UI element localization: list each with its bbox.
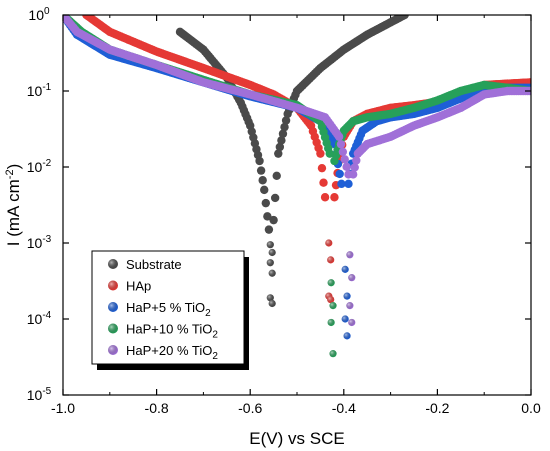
legend-marker-shine xyxy=(108,259,118,269)
data-point xyxy=(263,212,272,221)
data-point xyxy=(348,170,358,179)
data-point-shine xyxy=(346,251,354,259)
series-layer xyxy=(63,15,531,358)
y-tick-label: 10-3 xyxy=(27,234,52,251)
data-point-shine xyxy=(329,302,337,310)
legend-marker-shine xyxy=(108,323,118,334)
legend-label: HaP+5 % TiO2 xyxy=(126,300,211,319)
x-tick-label: -1.0 xyxy=(51,400,75,416)
data-point xyxy=(275,142,285,152)
data-point xyxy=(317,163,327,173)
data-point-shine xyxy=(327,279,335,287)
data-point xyxy=(400,15,409,20)
data-point xyxy=(335,169,344,179)
x-tick-label: 0.0 xyxy=(521,400,541,416)
x-tick-label: -0.2 xyxy=(425,400,449,416)
data-point-shine xyxy=(327,318,335,327)
legend-label: HaP+20 % TiO2 xyxy=(126,343,218,362)
y-tick-label: 10-4 xyxy=(27,310,52,327)
data-point xyxy=(255,156,264,166)
data-point xyxy=(272,171,281,180)
data-point-shine xyxy=(327,296,335,304)
data-point xyxy=(280,122,289,132)
data-point xyxy=(319,178,328,187)
data-point xyxy=(261,198,270,208)
data-point-shine xyxy=(266,259,274,267)
data-point xyxy=(330,193,339,202)
legend-marker-shine xyxy=(108,345,118,355)
legend-marker-shine xyxy=(108,302,118,312)
x-axis-title: E(V) vs SCE xyxy=(249,429,344,448)
data-point xyxy=(342,162,351,172)
data-point-shine xyxy=(327,256,335,264)
legend: Substrate HAp HaP+5 % TiO2 HaP+10 % TiO2 HaP… xyxy=(91,250,249,370)
data-point-shine xyxy=(268,299,276,308)
data-point xyxy=(352,156,361,165)
data-point-shine xyxy=(346,302,354,310)
x-tick-label: -0.6 xyxy=(238,400,262,416)
legend-label: HAp xyxy=(126,279,151,294)
data-point-shine xyxy=(329,350,337,358)
data-point-shine xyxy=(341,265,349,273)
data-point xyxy=(260,185,269,195)
x-tick-label: -0.4 xyxy=(332,400,356,416)
data-point-shine xyxy=(266,241,274,249)
data-point-shine xyxy=(348,274,356,282)
data-point xyxy=(334,132,344,141)
data-point xyxy=(340,155,349,164)
y-tick-label: 10-2 xyxy=(27,158,52,175)
data-point xyxy=(344,179,353,189)
data-point xyxy=(270,193,280,203)
x-axis: -1.0 -0.8 -0.6 -0.4 -0.2 0.0 xyxy=(51,15,541,416)
data-point xyxy=(277,136,286,145)
data-point xyxy=(256,166,266,175)
data-point xyxy=(336,140,346,149)
series-4 xyxy=(63,15,531,327)
legend-label: HaP+10 % TiO2 xyxy=(126,322,218,341)
data-point xyxy=(278,129,288,138)
data-point-shine xyxy=(343,332,351,340)
data-point xyxy=(269,215,278,225)
data-point xyxy=(320,193,330,202)
data-point-shine xyxy=(268,248,276,257)
data-point-shine xyxy=(341,315,349,323)
data-point xyxy=(258,176,267,185)
data-point xyxy=(350,163,359,172)
data-point xyxy=(264,225,274,234)
x-tick-label: -0.8 xyxy=(145,400,169,416)
data-point xyxy=(316,149,325,158)
data-point-shine xyxy=(266,294,274,302)
data-point-shine xyxy=(325,239,333,247)
data-point xyxy=(338,147,348,156)
y-axis: 10-5 10-4 10-3 10-2 10-1 100 xyxy=(27,6,531,403)
y-tick-label: 10-5 xyxy=(27,386,52,403)
y-tick-label: 10-1 xyxy=(27,82,52,99)
data-point xyxy=(337,179,346,189)
y-tick-label: 100 xyxy=(28,6,50,23)
legend-marker-shine xyxy=(108,280,118,291)
series-0 xyxy=(175,15,409,308)
data-point-shine xyxy=(268,269,276,277)
data-point xyxy=(274,149,283,158)
legend-label: Substrate xyxy=(126,257,182,272)
y-axis-title: I (mA cm-2) xyxy=(4,164,23,247)
data-point-shine xyxy=(348,318,356,327)
data-point xyxy=(281,116,291,125)
data-point-shine xyxy=(343,292,351,300)
